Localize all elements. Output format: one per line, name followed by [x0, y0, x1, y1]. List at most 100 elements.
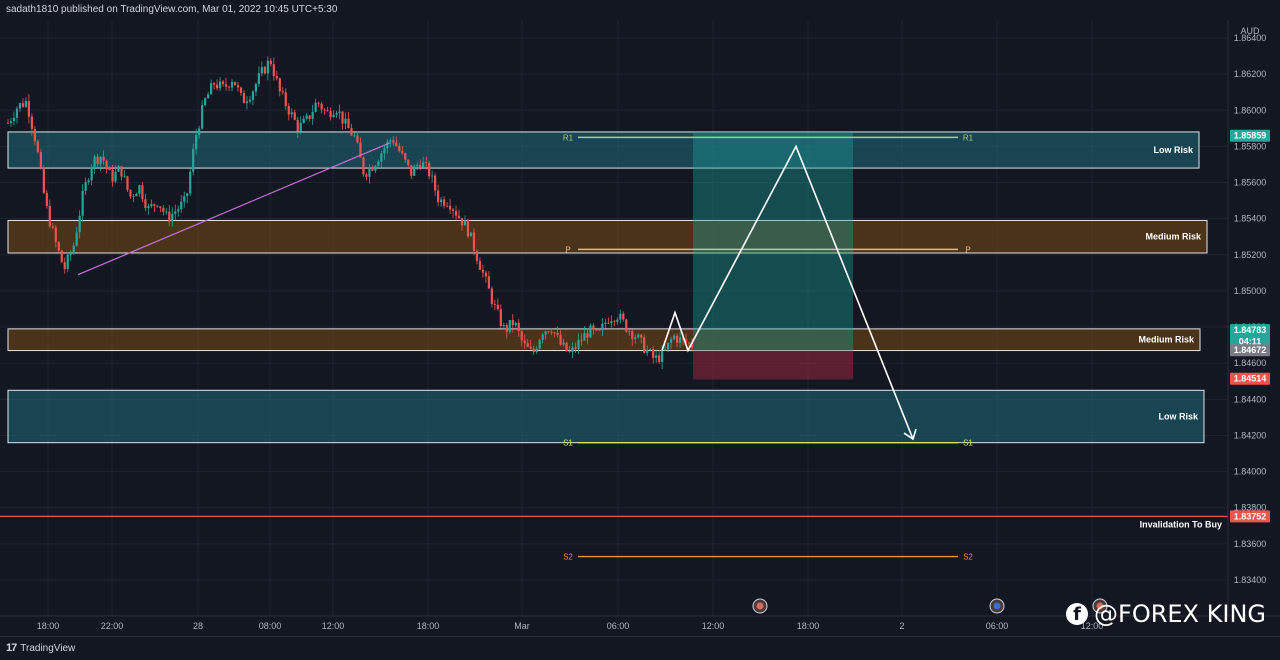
risk-zone [7, 219, 1208, 254]
price-badge-label: 1.84514 [1234, 374, 1267, 384]
candle-body [63, 262, 66, 270]
candle-body [45, 192, 48, 206]
candle-body [601, 323, 604, 331]
candle-body [317, 102, 320, 104]
pivot-label-right: P [965, 245, 970, 254]
candle-body [416, 165, 419, 167]
candle-body [392, 140, 395, 143]
candle-body [454, 210, 458, 216]
candle-body [311, 111, 314, 119]
event-icon[interactable] [752, 598, 768, 614]
candle-body [257, 73, 260, 85]
candle-body [227, 86, 231, 88]
price-badge[interactable] [1230, 324, 1270, 337]
candle-body [362, 157, 365, 175]
candle-body [9, 120, 13, 124]
candle-body [284, 92, 287, 106]
price-badge[interactable] [1230, 129, 1270, 142]
candle-body [162, 207, 165, 212]
time-axis[interactable]: 18:00 22:00 28 08:00 12:00 18:00 Mar 06:00 12:00… [0, 615, 1280, 636]
position-tool[interactable] [693, 131, 853, 380]
candle-body [652, 349, 655, 358]
candle-body [541, 334, 544, 340]
time-tick-label: 18:00 [797, 621, 820, 631]
time-tick-label: 18:00 [37, 621, 60, 631]
event-markers[interactable] [752, 598, 1108, 614]
candle-body [69, 252, 72, 255]
candle-body [472, 232, 476, 251]
trendline[interactable] [77, 142, 391, 276]
price-badge-label: 1.84672 [1234, 345, 1267, 355]
price-tick-label: 1.83800 [1234, 503, 1267, 513]
candle-body [550, 332, 553, 334]
candle-body [583, 333, 586, 341]
price-chart[interactable]: Low Risk Medium Risk Medium Risk Low Risk R… [0, 20, 1280, 636]
candle-body [669, 339, 673, 343]
candle-body [425, 162, 428, 164]
tradingview-logo[interactable]: 17 TradingView [6, 642, 75, 654]
price-badge[interactable] [1230, 510, 1270, 523]
candle-body [114, 171, 117, 182]
candle-body [658, 355, 661, 362]
flag-icon[interactable] [989, 598, 1005, 614]
candle-body [132, 196, 135, 197]
candle-body [511, 319, 514, 326]
event-icon[interactable] [1092, 598, 1108, 614]
candle-body [84, 182, 87, 191]
candle-body [514, 322, 517, 326]
candle-body [201, 105, 204, 129]
projection-path[interactable] [661, 144, 917, 441]
price-badge[interactable] [1230, 372, 1270, 385]
candle-body [368, 167, 371, 177]
price-tick-label: 1.85600 [1234, 178, 1267, 188]
candle-body [21, 103, 25, 107]
candle-body [565, 342, 568, 351]
candle-body [51, 226, 54, 228]
candle-body [296, 119, 299, 132]
candle-body [356, 135, 359, 143]
pivot-label-left: S2 [563, 553, 573, 562]
price-badge[interactable] [1230, 344, 1270, 357]
candle-body [195, 135, 198, 150]
candle-body [42, 167, 45, 193]
candle-body [580, 339, 583, 341]
candle-body [568, 350, 571, 352]
trendline-segment[interactable] [77, 142, 391, 276]
candle-body [493, 303, 496, 305]
price-badge-label: 1.85859 [1234, 131, 1267, 141]
candle-body [687, 342, 691, 344]
candle-body [204, 98, 207, 106]
candle-body [141, 185, 144, 200]
candle-body [230, 81, 234, 88]
price-tick-label: 1.86000 [1234, 105, 1267, 115]
candle-body [505, 325, 508, 332]
candle-body [637, 334, 640, 338]
pivot-label-left: P [565, 245, 570, 254]
candle-body [448, 205, 452, 210]
price-tick-label: 1.85400 [1234, 214, 1267, 224]
candle-body [248, 99, 252, 102]
arrow-head-icon [903, 428, 917, 441]
candle-body [532, 348, 535, 353]
candle-body [323, 109, 326, 111]
zone-label: Low Risk [1158, 411, 1199, 421]
candle-body [156, 205, 159, 207]
candle-body [422, 162, 425, 168]
invalidation-line[interactable]: Invalidation To Buy [0, 515, 1228, 529]
pivot-lines: R1 R1 P P S1 S1 S2 S2 [563, 133, 974, 561]
candle-body [93, 156, 96, 168]
candle-body [260, 67, 263, 74]
candle-body [48, 205, 51, 227]
candle-body [138, 185, 141, 194]
candle-body [305, 115, 308, 119]
time-axis-background [0, 616, 1280, 636]
time-tick-label: 2 [899, 621, 904, 631]
candle-body [526, 343, 529, 347]
projection-line[interactable] [661, 144, 914, 440]
candle-body [39, 152, 42, 168]
candle-body [332, 114, 335, 118]
price-badge-label: 1.83752 [1234, 511, 1267, 521]
candle-body [413, 166, 416, 176]
candle-body [562, 342, 565, 345]
